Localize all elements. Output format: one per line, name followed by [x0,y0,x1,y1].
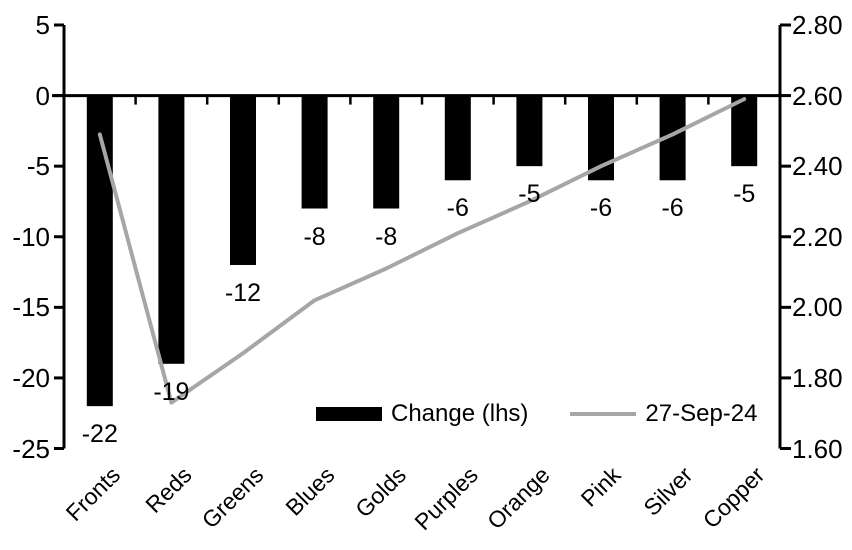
legend-bar-label: Change (lhs) [391,400,529,427]
right-axis-tick-label: 1.80 [792,362,843,393]
left-axis-tick-label: -15 [12,292,50,323]
right-axis-tick-label: 2.60 [792,80,843,111]
bar-value-label: -5 [733,180,756,209]
bar-value-label: -22 [81,420,118,449]
bar-value-label: -19 [153,377,190,406]
bar-value-label: -6 [661,194,684,223]
bar-golds [373,95,400,209]
left-axis-tick-label: -25 [12,433,50,464]
bar-orange [516,95,543,167]
legend-line-swatch [570,412,637,416]
bar-value-label: -8 [375,222,398,251]
right-axis-tick-label: 2.20 [792,221,843,252]
bar-value-label: -5 [518,180,541,209]
bar-blues [301,95,328,209]
bar-value-label: -12 [224,278,262,307]
bar-purples [444,95,471,181]
bar-copper [731,95,758,167]
right-axis-tick-label: 2.40 [792,151,843,182]
left-axis-tick-label: -10 [12,221,50,252]
left-axis-tick-label: -5 [26,151,50,182]
bar-value-label: -6 [446,194,469,223]
bar-value-label: -6 [589,194,613,223]
bar-greens [230,95,256,265]
left-axis-tick-label: -20 [12,362,50,393]
legend: Change (lhs) 27-Sep-24 [316,398,757,430]
left-axis-tick-label: 0 [35,80,50,111]
bar-value-label: -8 [303,222,326,251]
legend-line-label: 27-Sep-24 [645,400,758,427]
left-axis-tick-label: 5 [35,10,50,40]
legend-bar-swatch [316,407,382,421]
line-series [97,97,747,405]
bar-reds [158,95,185,364]
right-axis-tick-label: 2.80 [792,10,843,40]
bar-fronts [86,95,113,407]
right-axis-tick-label: 1.60 [792,433,843,464]
right-axis-tick-label: 2.00 [792,292,843,323]
